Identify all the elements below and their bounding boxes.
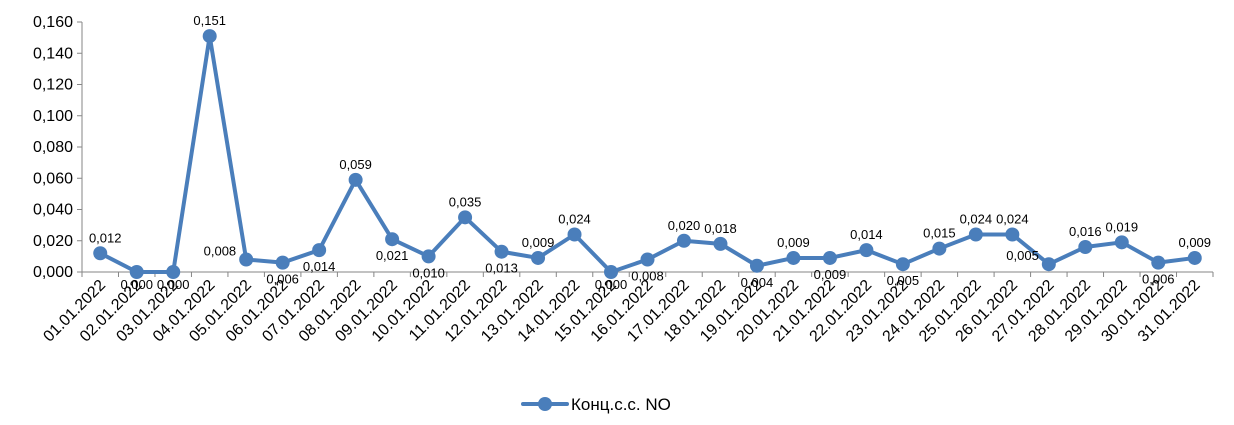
data-label: 0,018: [704, 221, 737, 236]
data-label: 0,008: [631, 269, 664, 284]
y-tick-label: 0,060: [33, 170, 73, 187]
data-label: 0,009: [814, 267, 847, 282]
data-point: [567, 227, 582, 242]
y-tick-label: 0,160: [33, 14, 73, 31]
legend: Конц.с.с. NO: [521, 395, 671, 414]
data-point: [749, 258, 764, 273]
data-label: 0,006: [1142, 272, 1175, 287]
data-label: 0,005: [887, 273, 920, 288]
data-point: [421, 249, 436, 264]
data-point: [859, 243, 874, 258]
data-labels: 0,012 0,000 0,000 0,151 0,008 0,006 0,014 0,059…: [89, 13, 1211, 292]
y-tick-label: 0,120: [33, 77, 73, 94]
data-point: [93, 246, 108, 261]
data-label: 0,000: [595, 277, 628, 292]
data-point: [1041, 257, 1056, 272]
data-point: [1151, 255, 1166, 270]
y-tick-label: 0,020: [33, 233, 73, 250]
data-label: 0,000: [120, 277, 153, 292]
data-label: 0,016: [1069, 224, 1102, 239]
data-label: 0,010: [412, 265, 445, 280]
data-label: 0,151: [193, 13, 226, 28]
data-point: [202, 29, 217, 44]
data-point: [1005, 227, 1020, 242]
data-label: 0,008: [204, 244, 237, 259]
data-point: [1114, 235, 1129, 250]
data-point: [822, 250, 837, 265]
data-label: 0,035: [449, 194, 482, 209]
legend-series-label: Конц.с.с. NO: [571, 395, 671, 414]
data-label: 0,013: [485, 261, 518, 276]
y-tick-label: 0,100: [33, 108, 73, 125]
data-point: [312, 243, 327, 258]
data-point: [385, 232, 400, 247]
data-point: [676, 233, 691, 248]
plot-area: [93, 29, 1202, 279]
data-point: [895, 257, 910, 272]
data-label: 0,014: [303, 259, 336, 274]
data-label: 0,000: [157, 277, 190, 292]
data-point: [786, 250, 801, 265]
data-point: [932, 241, 947, 256]
data-label: 0,059: [339, 157, 372, 172]
data-point: [275, 255, 290, 270]
data-label: 0,006: [266, 272, 299, 287]
data-point: [1187, 250, 1202, 265]
data-label: 0,024: [558, 212, 591, 227]
data-label: 0,009: [522, 235, 555, 250]
data-point: [458, 210, 473, 225]
data-label: 0,004: [741, 275, 774, 290]
data-point: [968, 227, 983, 242]
data-label: 0,014: [850, 227, 883, 242]
data-label: 0,015: [923, 226, 956, 241]
data-point: [494, 244, 509, 259]
data-label: 0,024: [996, 212, 1029, 227]
data-point: [348, 172, 363, 187]
data-point: [640, 252, 655, 267]
y-tick-label: 0,140: [33, 45, 73, 62]
data-point: [531, 250, 546, 265]
data-point: [166, 265, 181, 279]
legend-series-marker: [538, 397, 552, 411]
data-point: [239, 252, 254, 267]
data-label: 0,009: [1178, 235, 1211, 250]
series-line: [98, 34, 1197, 274]
data-label: 0,024: [960, 212, 993, 227]
data-label: 0,021: [376, 248, 409, 263]
data-label: 0,005: [1006, 248, 1039, 263]
data-label: 0,020: [668, 218, 701, 233]
y-tick-label: 0,000: [33, 264, 73, 281]
y-axis: 0,000 0,020 0,040 0,060 0,080 0,100 0,120 0,140…: [33, 14, 83, 281]
data-label: 0,019: [1106, 219, 1139, 234]
data-point: [1078, 240, 1093, 254]
y-tick-label: 0,040: [33, 202, 73, 219]
data-label: 0,009: [777, 235, 810, 250]
data-point: [713, 236, 728, 251]
data-label: 0,012: [89, 230, 122, 245]
data-point: [129, 265, 144, 279]
data-point: [604, 265, 619, 279]
y-tick-label: 0,080: [33, 139, 73, 156]
